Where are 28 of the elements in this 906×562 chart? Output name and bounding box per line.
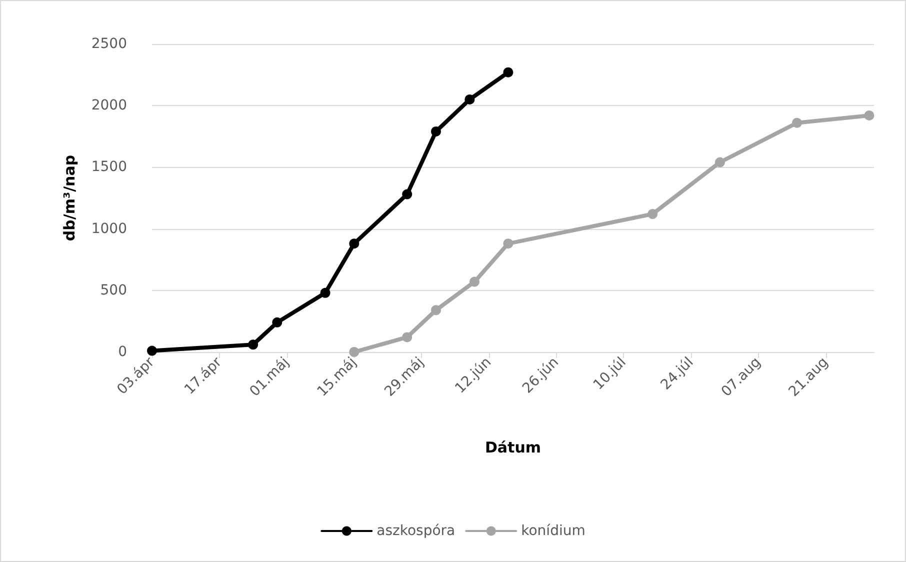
point: [248, 340, 258, 350]
point: [464, 94, 475, 104]
point: [147, 346, 157, 356]
point: [272, 317, 282, 328]
y-axis-title: db/m³/nap: [60, 154, 78, 242]
y-tick-label: 2500: [91, 36, 127, 52]
point: [349, 347, 360, 357]
point: [864, 110, 874, 120]
point: [320, 288, 330, 298]
y-tick-label: 500: [100, 282, 127, 298]
point: [402, 332, 412, 342]
x-axis-title: Dátum: [484, 438, 542, 456]
point: [349, 238, 360, 249]
point: [503, 238, 514, 249]
point: [430, 126, 441, 136]
legend-label: aszkospóra: [376, 523, 456, 539]
y-tick-label: 0: [118, 344, 127, 360]
point: [503, 67, 514, 78]
point: [402, 189, 412, 200]
y-tick-label: 1500: [91, 159, 127, 176]
point: [648, 209, 658, 220]
y-tick-label: 2000: [91, 98, 127, 114]
point: [430, 305, 441, 316]
legend-label: konídium: [521, 523, 586, 539]
y-tick-label: 1000: [91, 220, 127, 237]
point: [792, 118, 802, 128]
point: [470, 276, 480, 287]
point: [714, 157, 725, 168]
